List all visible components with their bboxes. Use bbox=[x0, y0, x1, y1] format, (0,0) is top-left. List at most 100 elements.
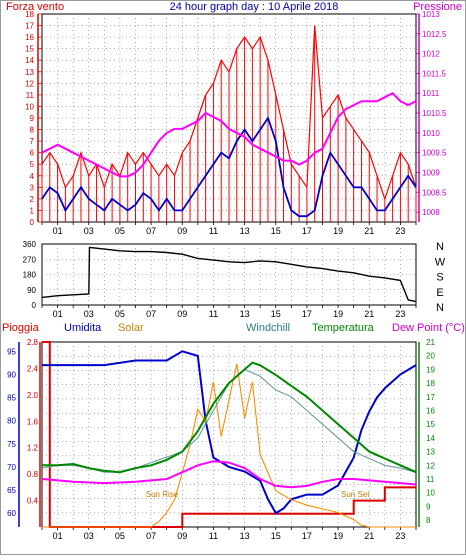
humidity-y-tick-label: 60 bbox=[7, 509, 16, 518]
right-axis-label-pressure: Pressione bbox=[413, 1, 462, 13]
legend-temperature: Temperatura bbox=[312, 322, 375, 334]
pressure-y-tick-label: 1013 bbox=[422, 10, 440, 19]
pressure-y-tick-label: 1012 bbox=[422, 50, 440, 59]
p1-x-tick-label: 15 bbox=[271, 226, 281, 236]
rain-y-tick-label: 0.4 bbox=[27, 497, 39, 506]
plot-area bbox=[41, 243, 417, 306]
rain-y-tick-label: 2.4 bbox=[27, 364, 39, 373]
lower-legend: Pioggia Umidita Solar Windchill Temperat… bbox=[2, 322, 465, 334]
p2-x-tick-label: 17 bbox=[302, 309, 312, 319]
p2-x-tick-label: 05 bbox=[115, 309, 125, 319]
annotation-label: Sun Rise bbox=[146, 490, 179, 499]
series-humidity bbox=[42, 350, 417, 515]
chart-title: 24 hour graph day : 10 Aprile 2018 bbox=[170, 1, 339, 13]
temperature-y-tick-label: 21 bbox=[426, 338, 435, 347]
wind-y-tick-label: 4 bbox=[30, 172, 35, 181]
legend-rain: Pioggia bbox=[2, 322, 40, 334]
wind-y-tick-label: 11 bbox=[26, 91, 35, 100]
wind-y-tick-label: 10 bbox=[25, 102, 34, 111]
wind-y-tick-label: 17 bbox=[25, 22, 34, 31]
temperature-y-tick-label: 14 bbox=[426, 434, 435, 443]
p1-x-tick-label: 13 bbox=[240, 226, 250, 236]
wind-y-tick-label: 15 bbox=[25, 45, 34, 54]
p2-x-tick-label: 21 bbox=[364, 309, 374, 319]
p3-x-tick-label: 03 bbox=[84, 531, 94, 541]
left-axis-label-wind: Forza vento bbox=[6, 1, 64, 13]
p3-x-tick-label: 11 bbox=[209, 531, 218, 541]
p2-x-tick-label: 23 bbox=[395, 309, 405, 319]
humidity-y-tick-label: 95 bbox=[7, 347, 16, 356]
humidity-y-tick-label: 75 bbox=[7, 440, 16, 449]
p1-x-tick-label: 07 bbox=[146, 226, 156, 236]
humidity-y-tick-label: 80 bbox=[7, 417, 16, 426]
p1-x-tick-label: 17 bbox=[302, 226, 312, 236]
series-dewpoint bbox=[41, 460, 417, 489]
wind-y-tick-label: 8 bbox=[30, 126, 35, 135]
legend-solar: Solar bbox=[118, 322, 144, 334]
temperature-y-tick-label: 16 bbox=[426, 407, 435, 416]
temperature-y-tick-label: 10 bbox=[426, 489, 435, 498]
direction-y-tick-label: 0 bbox=[32, 301, 37, 310]
direction-y-tick-label: 180 bbox=[23, 271, 37, 280]
pressure-y-tick-label: 1011.5 bbox=[422, 69, 446, 78]
temperature-y-tick-label: 13 bbox=[426, 448, 435, 457]
wind-y-tick-label: 5 bbox=[30, 160, 35, 169]
wind-y-tick-label: 13 bbox=[25, 68, 34, 77]
temperature-y-tick-label: 19 bbox=[426, 365, 435, 374]
p3-x-tick-label: 15 bbox=[271, 531, 281, 541]
pressure-y-tick-label: 1011 bbox=[422, 89, 440, 98]
p3-x-tick-label: 13 bbox=[240, 531, 250, 541]
series-avg bbox=[41, 115, 417, 218]
p3-x-tick-label: 01 bbox=[53, 531, 63, 541]
wind-y-tick-label: 9 bbox=[30, 114, 35, 123]
wind-y-tick-label: 12 bbox=[25, 79, 34, 88]
p2-x-tick-label: 01 bbox=[53, 309, 63, 319]
p2-x-tick-label: 11 bbox=[209, 309, 218, 319]
direction-y-tick-label: 360 bbox=[23, 240, 37, 249]
compass-label-n: N bbox=[436, 302, 444, 314]
p3-x-tick-label: 05 bbox=[115, 531, 125, 541]
rain-y-tick-label: 2.0 bbox=[27, 391, 39, 400]
p2-x-tick-label: 13 bbox=[240, 309, 250, 319]
series-temperature bbox=[42, 361, 417, 474]
compass-label-s: S bbox=[436, 272, 443, 284]
p1-x-tick-label: 23 bbox=[395, 226, 405, 236]
p1-x-tick-label: 05 bbox=[115, 226, 125, 236]
p1-x-tick-label: 03 bbox=[84, 226, 94, 236]
wind-pressure-panel: 012345678910111213141516171810081008.510… bbox=[25, 10, 447, 236]
p1-x-tick-label: 19 bbox=[333, 226, 343, 236]
p3-x-tick-label: 19 bbox=[333, 531, 343, 541]
direction-y-tick-label: 90 bbox=[27, 286, 36, 295]
wind-y-tick-label: 7 bbox=[30, 137, 35, 146]
p2-x-tick-label: 15 bbox=[271, 309, 281, 319]
wind-y-tick-label: 0 bbox=[30, 218, 35, 227]
temperature-y-tick-label: 20 bbox=[426, 352, 435, 361]
temperature-y-tick-label: 18 bbox=[426, 379, 435, 388]
compass-label-n: N bbox=[436, 241, 444, 253]
temperature-y-tick-label: 11 bbox=[426, 475, 435, 484]
p3-x-tick-label: 23 bbox=[395, 531, 405, 541]
p2-x-tick-label: 03 bbox=[84, 309, 94, 319]
legend-dewpoint: Dew Point (°C) bbox=[392, 322, 465, 334]
legend-windchill: Windchill bbox=[246, 322, 290, 334]
p1-x-tick-label: 09 bbox=[177, 226, 187, 236]
temperature-y-tick-label: 8 bbox=[426, 516, 431, 525]
annotation-label: Sun Set bbox=[341, 490, 370, 499]
wind-y-tick-label: 14 bbox=[25, 56, 34, 65]
rain-humidity-temp-panel: 60 65 70 75 80 85 90 95 0.4 0.8 1.2 1.6 2.0 2.4 2.8 8 9 1… bbox=[7, 338, 435, 541]
wind-y-tick-label: 3 bbox=[30, 183, 35, 192]
p3-x-tick-label: 09 bbox=[177, 531, 187, 541]
p1-x-tick-label: 11 bbox=[209, 226, 218, 236]
pressure-y-tick-label: 1008.5 bbox=[422, 188, 447, 197]
p2-x-tick-label: 07 bbox=[146, 309, 156, 319]
p1-x-tick-label: 01 bbox=[53, 226, 63, 236]
direction-y-tick-label: 270 bbox=[23, 255, 37, 264]
compass-label-w: W bbox=[435, 256, 446, 268]
compass-label-e: E bbox=[436, 287, 443, 299]
p3-x-tick-label: 21 bbox=[364, 531, 374, 541]
temperature-y-tick-label: 15 bbox=[426, 420, 435, 429]
p2-x-tick-label: 09 bbox=[177, 309, 187, 319]
pressure-y-tick-label: 1010.5 bbox=[422, 109, 447, 118]
